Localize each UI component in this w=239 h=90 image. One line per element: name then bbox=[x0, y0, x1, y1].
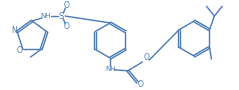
Text: NH: NH bbox=[40, 13, 51, 19]
Text: O: O bbox=[63, 1, 69, 10]
Text: O: O bbox=[138, 80, 143, 89]
Text: O: O bbox=[17, 46, 23, 55]
Text: O: O bbox=[63, 22, 69, 31]
Text: O: O bbox=[143, 53, 149, 62]
Text: N: N bbox=[11, 26, 17, 35]
Text: NH: NH bbox=[105, 66, 115, 72]
Text: S: S bbox=[59, 12, 64, 21]
